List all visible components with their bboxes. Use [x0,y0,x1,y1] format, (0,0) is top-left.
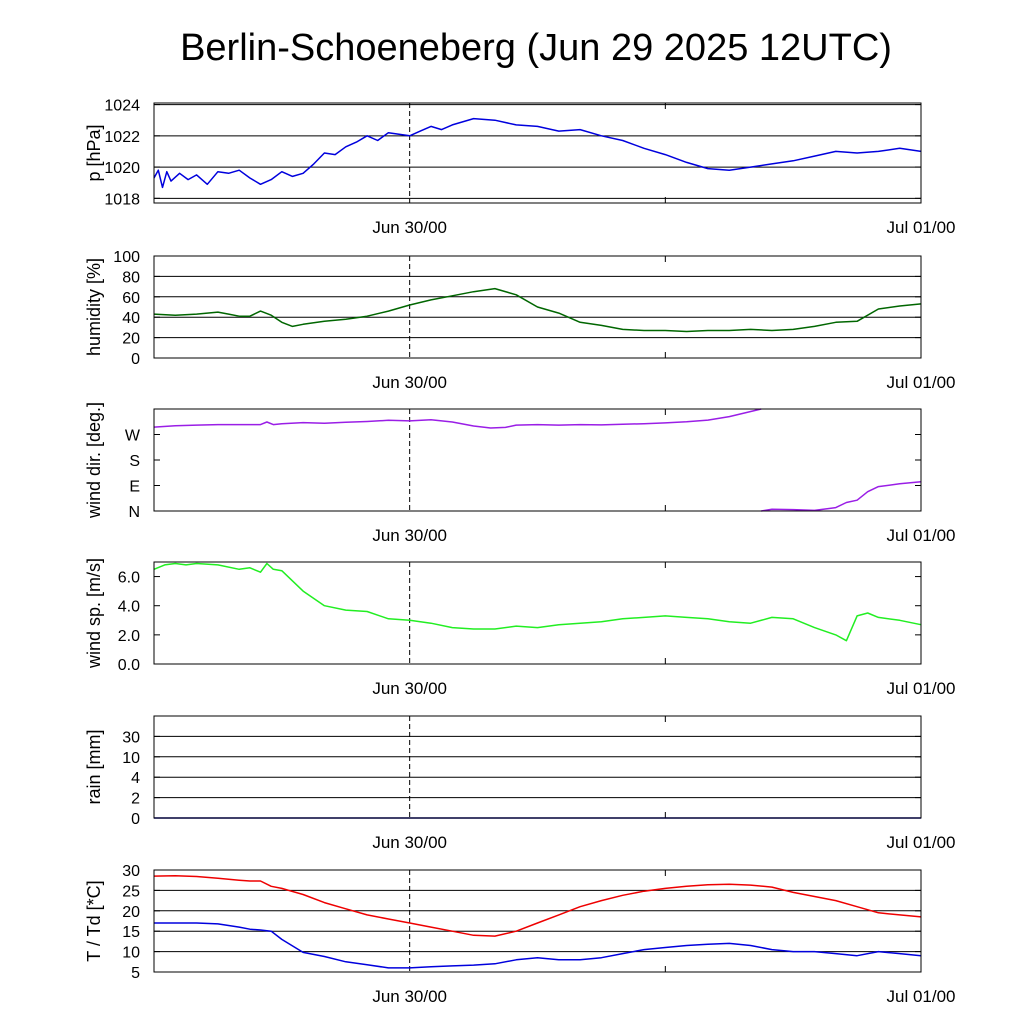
wind_dir-line [153,408,762,429]
x-tick-label: Jun 30/00 [372,373,447,392]
y-tick-label: 40 [122,310,140,327]
x-tick-label: Jun 30/00 [372,987,447,1006]
y-tick-label: 1018 [104,191,140,208]
plot-frame [153,408,922,512]
dewpoint-line [154,922,922,969]
x-tick-label: Jun 30/00 [372,833,447,852]
x-tick-label: Jul 01/00 [887,833,956,852]
y-tick-label: 0 [131,351,140,368]
y-tick-label: W [125,428,141,445]
y-tick-label: 1022 [104,129,140,146]
y-axis-label: wind sp. [m/s] [84,558,104,669]
y-tick-label: 0.0 [118,657,140,674]
plot-frame [153,869,922,973]
y-tick-label: 30 [122,863,140,880]
y-tick-label: 10 [122,945,140,962]
y-tick-label: 80 [122,269,140,286]
y-axis-label: p [hPa] [84,124,104,181]
x-tick-label: Jul 01/00 [887,218,956,237]
plot-frame [153,561,922,665]
y-tick-label: E [129,479,140,496]
x-tick-label: Jun 30/00 [372,218,447,237]
y-axis-label: humidity [%] [84,258,104,356]
chart-title: Berlin-Schoeneberg (Jun 29 2025 12UTC) [180,27,892,69]
y-tick-label: 1024 [104,98,140,115]
y-tick-label: 30 [122,729,140,746]
x-tick-label: Jul 01/00 [887,679,956,698]
x-tick-label: Jun 30/00 [372,679,447,698]
y-tick-label: 4.0 [118,599,140,616]
y-axis-label: T / Td [*C] [84,880,104,961]
y-tick-label: 6.0 [118,570,140,587]
x-tick-label: Jun 30/00 [372,526,447,545]
plot-frame [153,255,922,359]
plot-frame [153,102,922,204]
y-tick-label: 20 [122,331,140,348]
y-tick-label: 0 [131,811,140,828]
y-tick-label: 10 [122,750,140,767]
y-tick-label: 100 [113,249,140,266]
y-tick-label: 5 [131,965,140,982]
x-tick-label: Jul 01/00 [887,987,956,1006]
temperature-line [153,874,922,937]
y-tick-label: 1020 [104,160,140,177]
y-tick-label: 4 [131,770,140,787]
y-tick-label: 15 [122,924,140,941]
pressure-line [153,117,922,189]
plot-frame [153,715,922,819]
y-tick-label: S [129,453,140,470]
y-tick-label: 60 [122,290,140,307]
x-tick-label: Jul 01/00 [887,373,956,392]
y-tick-label: 2.0 [118,628,140,645]
wind_dir-line [761,481,922,512]
wind_speed-line [153,562,922,642]
y-tick-label: N [128,504,140,521]
y-axis-label: wind dir. [deg.] [84,402,104,519]
y-tick-label: 2 [131,791,140,808]
x-tick-label: Jul 01/00 [887,526,956,545]
y-axis-label: rain [mm] [84,729,104,804]
y-tick-label: 25 [122,883,140,900]
humidity-line [153,287,922,333]
y-tick-label: 20 [122,904,140,921]
